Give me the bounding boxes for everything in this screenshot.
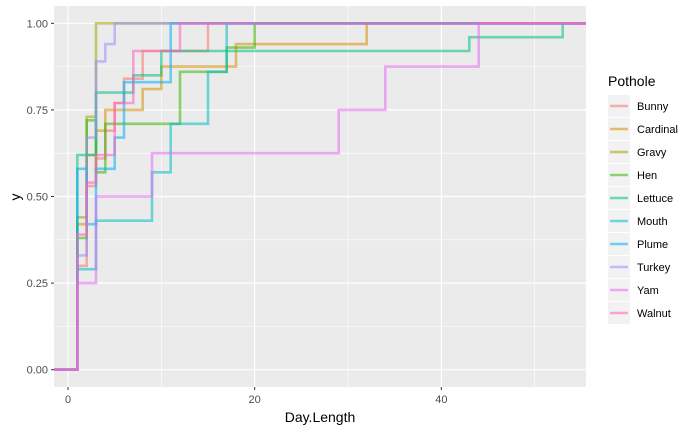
series-line-lettuce: [54, 22, 586, 371]
legend: Pothole Bunny Cardinal Gravy Hen Lettuce Mout…: [608, 73, 678, 324]
x-axis-title: Day.Length: [285, 409, 356, 425]
legend-label: Yam: [637, 285, 659, 297]
x-tick-label: 0: [65, 394, 71, 406]
x-tick-label: 20: [249, 394, 261, 406]
y-tick-label: 0.50: [27, 192, 48, 204]
legend-label: Walnut: [637, 308, 671, 320]
legend-label: Turkey: [637, 262, 671, 274]
series-line-walnut: [54, 22, 586, 371]
legend-label: Plume: [637, 239, 668, 251]
legend-label: Gravy: [637, 147, 667, 159]
legend-label: Bunny: [637, 101, 669, 113]
legend-label: Cardinal: [637, 124, 678, 136]
series-line-yam: [54, 22, 586, 371]
x-axis: 0 20 40: [65, 387, 447, 406]
y-tick-label: 0.25: [27, 278, 48, 290]
y-tick-label: 0.75: [27, 105, 48, 117]
y-tick-label: 1.00: [27, 18, 48, 30]
x-tick-label: 40: [435, 394, 447, 406]
series-line-plume: [54, 22, 586, 371]
series-line-hen: [54, 22, 586, 371]
y-axis: 0.00 0.25 0.50 0.75 1.00: [27, 18, 54, 377]
y-axis-title: y: [7, 194, 23, 201]
legend-label: Hen: [637, 170, 657, 182]
legend-label: Lettuce: [637, 193, 673, 205]
y-tick-label: 0.00: [27, 365, 48, 377]
series-layer: [54, 22, 586, 371]
legend-title: Pothole: [608, 73, 656, 89]
legend-label: Mouth: [637, 216, 668, 228]
